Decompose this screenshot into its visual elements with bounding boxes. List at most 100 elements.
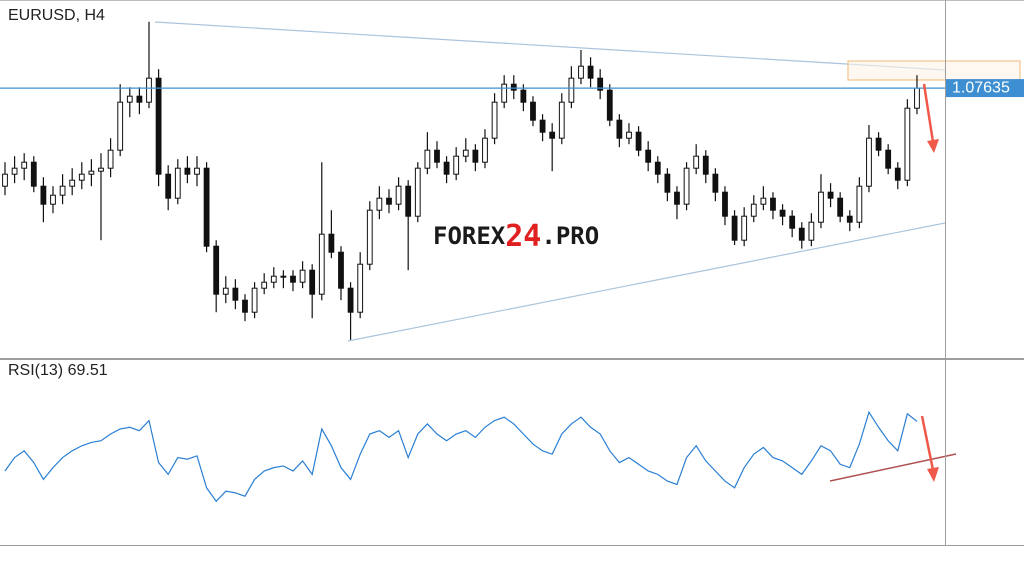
last-price-label: 1.07635 [952,79,1010,96]
candle-body [491,101,498,139]
candle-body [155,77,162,175]
candle-body [165,173,172,199]
candle-body [184,167,191,175]
candle-body [539,119,546,133]
candle-body [875,137,882,151]
candle-body [290,275,296,283]
candle-body [818,191,824,223]
candle-body [59,185,66,196]
candle-body [443,161,450,175]
candle-body [347,287,354,313]
candle-body [78,173,85,181]
candle-body [501,83,508,103]
candle-body [146,77,152,103]
candle-body [386,197,392,205]
candle-body [107,149,114,169]
candle-body [453,155,460,175]
watermark-part: 24 [505,219,541,254]
candle-body [510,83,517,91]
candle-body [232,287,239,301]
candle-body [270,275,277,283]
candle-body [837,197,844,217]
candle-body [530,101,536,121]
candle-body [770,197,776,211]
candle-body [11,167,18,175]
candle-body [722,191,728,217]
candle-body [462,149,469,157]
candle-body [587,65,594,79]
candle-body [376,197,383,211]
candle-body [578,65,584,79]
candle-body [856,185,863,223]
candle-body [558,101,565,139]
candle-body [568,77,575,103]
candle-body [136,95,143,103]
watermark-part: FOREX [433,222,506,250]
candle-body [616,119,623,139]
candle-body [88,170,95,175]
candle-body [98,167,104,172]
candle-body [645,149,652,163]
candle-body [664,173,671,193]
candle-body [414,167,421,217]
candle-body [779,209,786,217]
candle-body [520,89,527,103]
candle-body [894,167,901,181]
candle-body [357,263,364,313]
watermark-part: .PRO [541,222,599,250]
candle-body [328,233,335,253]
candle-body [750,203,757,217]
candle-body [30,161,37,187]
candle-body [760,197,767,205]
candle-body [40,185,47,205]
candle-body [280,275,287,278]
candle-body [318,233,325,295]
candle-body [194,167,200,175]
candle-body [338,251,344,289]
candle-body [21,161,28,169]
candle-body [69,179,76,187]
chart-title: EURUSD, H4 [8,7,105,24]
candle-body [366,209,373,265]
candle-body [299,269,306,283]
candle-body [309,269,316,295]
last-price-box [946,79,1024,98]
candle-body [885,149,892,169]
candle-body [914,87,920,109]
candle-body [597,77,604,91]
candle-body [808,221,815,241]
candle-body [174,167,181,199]
candle-body [712,173,719,193]
candle-body [904,107,911,181]
candle-body [242,299,248,313]
rsi-line [4,410,918,503]
candle-body [2,173,8,187]
candle-body [405,185,412,217]
candle-body [798,227,805,241]
candle-body [846,215,853,223]
candle-body [117,101,124,151]
labels: 1.07635 [946,79,1024,98]
trendline-lower [347,222,946,342]
candle-body [251,287,258,313]
candle-body [222,287,229,295]
rsi-label: RSI(13) [8,362,63,379]
rsi-title: RSI(13) 69.51 [8,362,108,379]
trendline-upper [154,21,946,71]
candle-body [731,215,738,241]
candle-body [472,149,479,163]
watermark: FOREX24.PRO [433,219,599,254]
candle-body [549,131,556,139]
candle-body [424,149,431,169]
candle-body [606,89,613,121]
candle-body [635,131,642,151]
forecast-arrow [922,83,939,153]
candle-body [683,167,690,205]
candle-body [827,191,834,199]
candle-body [395,185,402,205]
candle-body [866,137,872,187]
rsi-trendline [829,453,957,482]
rsi-forecast-arrow [920,415,939,482]
candle-body [203,167,210,247]
